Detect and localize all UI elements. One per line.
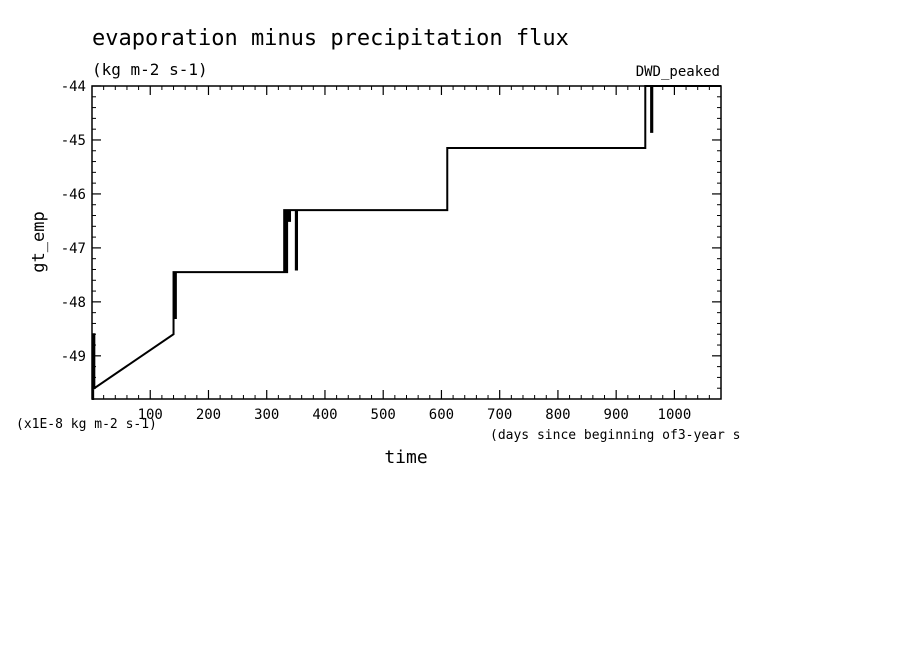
- x-axis-tick-labels: 100 200 300 400 500 600 700 800 900 1000: [138, 407, 692, 423]
- y-axis-ticks: [92, 85, 721, 389]
- x-axis-label: time: [384, 447, 427, 468]
- x-tick-label: 800: [545, 407, 570, 423]
- x-tick-label: 1000: [658, 407, 692, 423]
- y-tick-label: -46: [61, 187, 86, 203]
- x-tick-label: 300: [254, 407, 279, 423]
- x-tick-label: 400: [312, 407, 337, 423]
- x-tick-label: 700: [487, 407, 512, 423]
- y-tick-label: -49: [61, 349, 86, 365]
- y-axis-tick-labels: -49 -48 -47 -46 -45 -44: [61, 79, 86, 365]
- y-tick-label: -48: [61, 295, 86, 311]
- x-tick-label: 100: [138, 407, 163, 423]
- chart-annotation-right: DWD_peaked: [636, 64, 720, 80]
- y-tick-label: -47: [61, 241, 86, 257]
- x-tick-label: 600: [429, 407, 454, 423]
- x-axis-ticks: [103, 86, 710, 399]
- y-axis-units: (x1E-8 kg m-2 s-1): [16, 417, 157, 432]
- chart-subtitle: (kg m-2 s-1): [92, 60, 208, 79]
- y-axis-label: gt_emp: [29, 211, 49, 272]
- x-tick-label: 900: [604, 407, 629, 423]
- y-tick-label: -45: [61, 133, 86, 149]
- plot-frame: [91, 85, 722, 400]
- x-tick-label: 500: [371, 407, 396, 423]
- chart-title: evaporation minus precipitation flux: [92, 26, 569, 51]
- y-tick-label: -44: [61, 79, 86, 95]
- x-axis-units: (days since beginning of3-year s: [490, 428, 740, 443]
- x-tick-label: 200: [196, 407, 221, 423]
- series-line: [92, 85, 721, 400]
